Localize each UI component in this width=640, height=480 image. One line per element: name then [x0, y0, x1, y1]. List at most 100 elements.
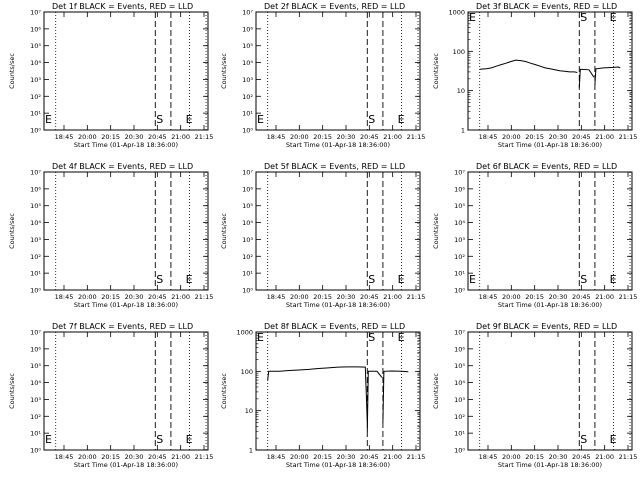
x-tick-label: 21:15 [195, 293, 214, 301]
x-tick-label: 21:00 [383, 133, 402, 141]
x-tick-label: 18:45 [479, 453, 498, 461]
x-tick-label: 21:00 [383, 293, 402, 301]
marker-e: E [398, 113, 405, 126]
x-axis-label: Start Time (01-Apr-18 18:36:00) [74, 141, 178, 149]
y-tick-label: 10² [242, 93, 253, 101]
y-tick-label: 10⁶ [30, 25, 41, 33]
panel-title: Det 8f BLACK = Events, RED = LLD [264, 322, 405, 331]
x-tick-label: 20:30 [125, 293, 144, 301]
x-tick-label: 21:00 [171, 453, 190, 461]
y-tick-label: 10² [242, 253, 253, 261]
marker-e: E [398, 331, 405, 344]
y-axis-label: Counts/sec [220, 53, 228, 89]
marker-s: S [368, 331, 375, 344]
x-tick-label: 21:15 [407, 453, 426, 461]
x-axis-label: Start Time (01-Apr-18 18:36:00) [286, 141, 390, 149]
panel-title: Det 9f BLACK = Events, RED = LLD [476, 322, 617, 331]
y-tick-label: 10⁰ [30, 447, 41, 455]
x-tick-label: 20:30 [125, 453, 144, 461]
x-tick-label: 20:15 [101, 133, 120, 141]
x-tick-label: 20:00 [78, 293, 97, 301]
y-tick-label: 10² [454, 253, 465, 261]
y-tick-label: 10⁰ [242, 287, 253, 295]
y-tick-label: 10⁰ [30, 127, 41, 135]
marker-e: E [45, 113, 52, 126]
y-tick-label: 10⁶ [30, 345, 41, 353]
x-tick-label: 20:30 [337, 293, 356, 301]
events-series-line [382, 370, 409, 423]
y-tick-label: 10⁷ [30, 9, 41, 17]
x-tick-label: 21:00 [383, 453, 402, 461]
plot-frame [43, 11, 209, 131]
y-tick-label: 10⁰ [242, 127, 253, 135]
y-tick-label: 10⁵ [30, 42, 41, 50]
x-tick-label: 20:30 [549, 293, 568, 301]
y-tick-label: 10⁷ [30, 169, 41, 177]
y-tick-label: 10¹ [30, 430, 41, 438]
y-tick-label: 10⁶ [454, 185, 465, 193]
y-tick-label: 10⁶ [242, 25, 253, 33]
x-axis-label: Start Time (01-Apr-18 18:36:00) [74, 461, 178, 469]
y-tick-label: 10⁵ [454, 362, 465, 370]
y-tick-label: 10² [30, 413, 41, 421]
y-tick-label: 10⁴ [30, 59, 41, 67]
y-tick-label: 10³ [30, 236, 41, 244]
x-tick-label: 20:45 [360, 133, 379, 141]
x-tick-label: 20:45 [148, 453, 167, 461]
x-tick-label: 18:45 [267, 453, 286, 461]
x-axis-label: Start Time (01-Apr-18 18:36:00) [74, 301, 178, 309]
x-tick-label: 20:15 [101, 293, 120, 301]
y-tick-label: 1000 [448, 9, 465, 17]
x-tick-label: 20:45 [572, 293, 591, 301]
y-tick-label: 10³ [30, 396, 41, 404]
y-tick-label: 10⁴ [242, 59, 253, 67]
x-tick-label: 20:15 [525, 293, 544, 301]
x-tick-label: 21:15 [195, 453, 214, 461]
panel-det-4: Det 4f BLACK = Events, RED = LLD 10⁰ 10¹ 10… [8, 162, 213, 309]
x-axis-label: Start Time (01-Apr-18 18:36:00) [286, 301, 390, 309]
x-tick-label: 21:00 [171, 133, 190, 141]
x-tick-label: 20:45 [572, 453, 591, 461]
y-tick-label: 10⁰ [454, 447, 465, 455]
plot-frame [43, 171, 209, 291]
marker-s: S [156, 113, 163, 126]
x-axis-label: Start Time (01-Apr-18 18:36:00) [498, 301, 602, 309]
x-tick-label: 20:45 [360, 293, 379, 301]
x-tick-label: 21:15 [195, 133, 214, 141]
y-tick-label: 10⁰ [30, 287, 41, 295]
panel-title: Det 5f BLACK = Events, RED = LLD [264, 162, 405, 171]
x-tick-label: 20:15 [313, 293, 332, 301]
x-tick-label: 20:00 [502, 453, 521, 461]
marker-s: S [156, 433, 163, 446]
y-axis-label: Counts/sec [432, 213, 440, 249]
x-tick-label: 21:00 [595, 453, 614, 461]
y-tick-label: 10 [457, 87, 465, 95]
x-axis-label: Start Time (01-Apr-18 18:36:00) [498, 141, 602, 149]
panel-det-3: Det 3f BLACK = Events, RED = LLD 1 10 100 10… [432, 2, 637, 149]
x-tick-label: 21:00 [595, 293, 614, 301]
x-tick-label: 20:30 [549, 453, 568, 461]
y-tick-label: 10³ [242, 236, 253, 244]
x-tick-label: 21:15 [619, 293, 638, 301]
panel-title: Det 7f BLACK = Events, RED = LLD [52, 322, 193, 331]
y-tick-label: 10⁰ [454, 287, 465, 295]
x-tick-label: 20:15 [525, 133, 544, 141]
x-tick-label: 20:00 [290, 133, 309, 141]
x-tick-label: 21:15 [619, 453, 638, 461]
y-tick-label: 10⁵ [242, 42, 253, 50]
panel-det-8: Det 8f BLACK = Events, RED = LLD 1 10 100 10… [220, 322, 425, 469]
y-tick-label: 10¹ [30, 110, 41, 118]
y-tick-label: 10³ [454, 236, 465, 244]
y-tick-label: 1000 [236, 329, 253, 337]
x-tick-label: 18:45 [55, 453, 74, 461]
plot-frame [467, 11, 633, 131]
y-tick-label: 10⁴ [454, 379, 465, 387]
marker-e: E [186, 113, 193, 126]
y-tick-label: 10⁷ [454, 329, 465, 337]
marker-s: S [580, 433, 587, 446]
plot-frame [467, 171, 633, 291]
x-tick-label: 18:45 [267, 293, 286, 301]
marker-e: E [610, 11, 617, 24]
y-tick-label: 10² [30, 253, 41, 261]
marker-e: E [186, 433, 193, 446]
